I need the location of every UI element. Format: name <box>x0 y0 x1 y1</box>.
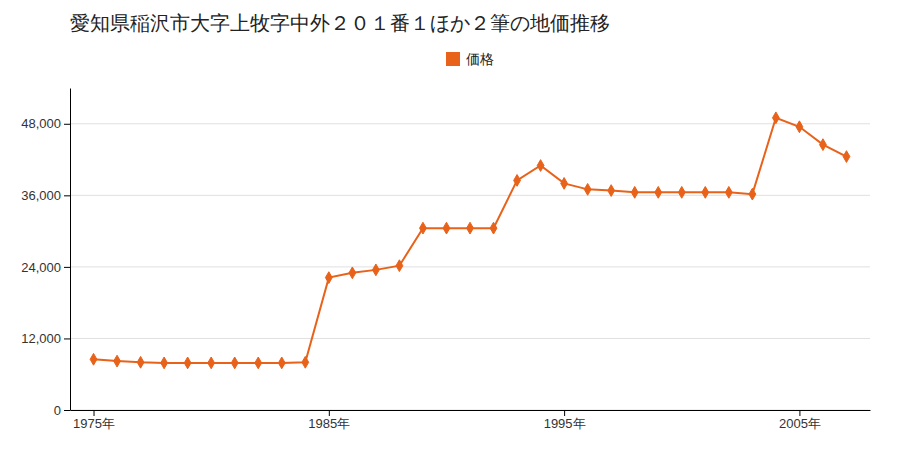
grid-line <box>70 338 870 339</box>
marker <box>678 186 685 198</box>
marker <box>349 267 356 279</box>
marker <box>372 264 379 276</box>
title: 愛知県稲沢市大字上牧字中外２０１番１ほか２筆の地価推移 <box>70 11 610 35</box>
y-tick-label: 0 <box>54 403 61 418</box>
marker <box>396 260 403 272</box>
x-tick: 2005年 <box>779 410 821 431</box>
marker <box>184 357 191 369</box>
y-tick-label: 48,000 <box>21 116 61 131</box>
x-tick-label: 1985年 <box>308 416 350 431</box>
marker <box>302 356 309 368</box>
y-tick-label: 12,000 <box>21 331 61 346</box>
marker <box>702 186 709 198</box>
x-tick: 1985年 <box>308 410 350 431</box>
marker <box>278 357 285 369</box>
marker <box>231 357 238 369</box>
y-tick: 0 <box>54 403 70 418</box>
marker <box>537 160 544 172</box>
grid-line <box>70 266 870 267</box>
legend-item: 価格 <box>446 51 494 67</box>
marker <box>631 186 638 198</box>
legend: 価格 <box>446 51 494 67</box>
marker <box>490 222 497 234</box>
x-axis: 1975年 1985年 1995年 2005年 <box>71 410 871 431</box>
y-tick: 24,000 <box>21 260 70 275</box>
x-tick-mark <box>564 410 565 416</box>
line <box>94 118 847 363</box>
marker <box>443 222 450 234</box>
y-tick: 36,000 <box>21 188 70 203</box>
marker <box>843 151 850 163</box>
y-axis: 0 12,000 24,000 36,000 48,000 <box>21 89 70 418</box>
marker <box>820 139 827 151</box>
plot: 1975年 1985年 1995年 2005年 0 12,000 24,000 36,000 4… <box>21 89 870 432</box>
y-tick: 12,000 <box>21 331 70 346</box>
x-tick-label: 1975年 <box>73 416 115 431</box>
grid-line <box>70 410 870 411</box>
x-tick-mark <box>94 410 95 416</box>
grid-line <box>70 123 870 124</box>
y-tick-mark <box>64 267 70 268</box>
y-tick-mark <box>64 195 70 196</box>
marker <box>114 355 121 367</box>
legend-label: 価格 <box>466 51 494 67</box>
marks <box>90 112 850 369</box>
y-tick-mark <box>64 124 70 125</box>
y-tick-mark <box>64 410 70 411</box>
marker <box>796 121 803 133</box>
marker <box>772 112 779 124</box>
x-axis-line <box>71 410 871 411</box>
chart: 愛知県稲沢市大字上牧字中外２０１番１ほか２筆の地価推移 1975年 1985年 199… <box>0 0 900 450</box>
marker <box>161 357 168 369</box>
x-tick-label: 1995年 <box>544 416 586 431</box>
marker <box>608 185 615 197</box>
x-tick: 1975年 <box>73 410 115 431</box>
marker <box>137 356 144 368</box>
marker <box>90 353 97 365</box>
x-tick-mark <box>799 410 800 416</box>
marker <box>514 175 521 187</box>
y-tick-mark <box>64 338 70 339</box>
legend-swatch <box>446 52 460 66</box>
x-tick: 1995年 <box>544 410 586 431</box>
x-tick-label: 2005年 <box>779 416 821 431</box>
marker <box>255 357 262 369</box>
y-tick-label: 36,000 <box>21 188 61 203</box>
grid <box>70 124 870 410</box>
y-tick: 48,000 <box>21 116 70 131</box>
y-tick-label: 24,000 <box>21 260 61 275</box>
marker <box>325 272 332 284</box>
marker <box>655 186 662 198</box>
x-tick-mark <box>329 410 330 416</box>
marker <box>749 188 756 200</box>
marker <box>208 357 215 369</box>
marker <box>584 183 591 195</box>
marker <box>420 222 427 234</box>
marker <box>561 178 568 190</box>
marker <box>725 186 732 198</box>
marker <box>467 222 474 234</box>
y-axis-line <box>70 89 71 411</box>
